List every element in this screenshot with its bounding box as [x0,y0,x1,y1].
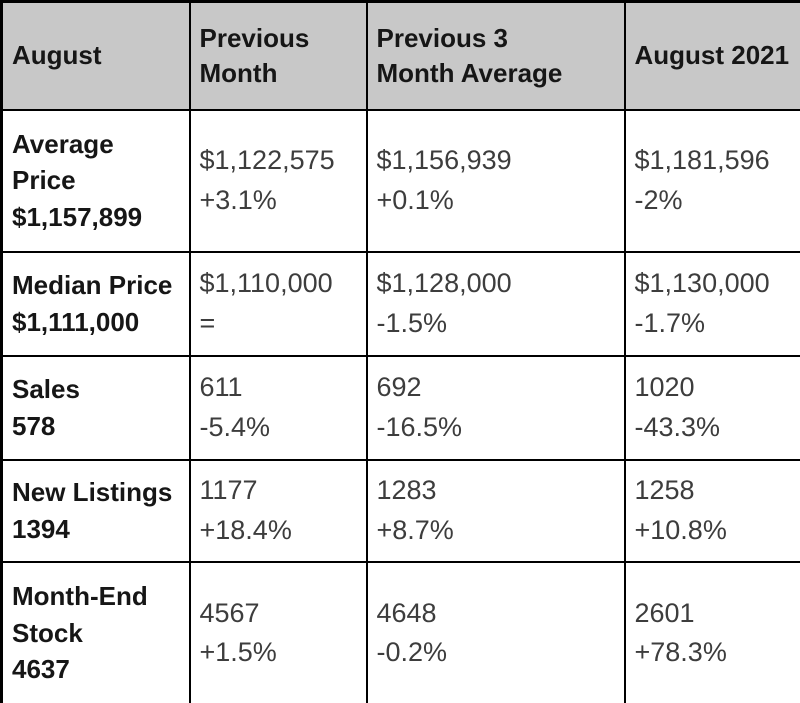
table-row-median-price: Median Price $1,111,000 $1,110,000 = $1,… [0,250,800,357]
row-label-new-listings: New Listings 1394 [0,458,191,563]
cell-sales-previous-month: 611 -5.4% [188,354,368,461]
row-label-sales: Sales 578 [0,354,191,461]
cell-new-listings-august-2021: 1258 +10.8% [623,458,800,563]
cell-average-price-previous-month: $1,122,575 +3.1% [188,108,368,253]
header-cell-previous-3-month-average: Previous 3 Month Average [365,0,626,111]
cell-change: = [199,307,216,338]
cell-change: -1.7% [634,307,706,338]
metric-name: New Listings [12,477,173,508]
metric-current-value: $1,111,000 [12,306,140,337]
cell-month-end-stock-previous-month: 4567 +1.5% [188,560,368,703]
cell-median-price-previous-month: $1,110,000 = [188,250,368,357]
metric-name: Average Price [12,128,114,196]
cell-change: +8.7% [376,514,454,545]
cell-new-listings-3-month-avg: 1283 +8.7% [365,458,626,563]
metric-name: Sales [12,374,80,405]
cell-value: 611 [199,372,243,403]
cell-value: 4567 [199,597,260,628]
table-row-sales: Sales 578 611 -5.4% 692 -16.5% 1020 -43.… [0,354,800,461]
header-row: August Previous Month Previous 3 Month A… [0,0,800,111]
cell-value: $1,122,575 [199,145,335,176]
cell-sales-3-month-avg: 692 -16.5% [365,354,626,461]
metric-current-value: 1394 [12,513,70,544]
cell-value: $1,130,000 [634,268,770,299]
cell-change: -1.5% [376,307,448,338]
cell-new-listings-previous-month: 1177 +18.4% [188,458,368,563]
cell-average-price-august-2021: $1,181,596 -2% [623,108,800,253]
cell-change: +10.8% [634,514,727,545]
cell-average-price-3-month-avg: $1,156,939 +0.1% [365,108,626,253]
metric-name: Month-End Stock [12,581,148,648]
cell-value: $1,110,000 [199,268,333,299]
cell-value: 1258 [634,475,695,506]
cell-change: -5.4% [199,411,271,442]
cell-value: $1,181,596 [634,145,770,176]
cell-change: +3.1% [199,184,277,215]
cell-change: -43.3% [634,411,721,442]
cell-value: 1283 [376,475,437,506]
cell-change: -16.5% [376,411,463,442]
cell-value: 692 [376,372,422,403]
cell-median-price-3-month-avg: $1,128,000 -1.5% [365,250,626,357]
cell-value: 2601 [634,597,695,628]
cell-month-end-stock-3-month-avg: 4648 -0.2% [365,560,626,703]
header-cell-august-2021: August 2021 [623,0,800,111]
cell-value: $1,156,939 [376,145,512,176]
header-cell-month: August [0,0,191,111]
cell-value: 4648 [376,597,437,628]
metric-name: Median Price [12,270,173,301]
cell-sales-august-2021: 1020 -43.3% [623,354,800,461]
metric-current-value: $1,157,899 [12,201,143,232]
metric-current-value: 4637 [12,653,70,684]
cell-change: +18.4% [199,514,292,545]
header-cell-previous-month: Previous Month [188,0,368,111]
cell-month-end-stock-august-2021: 2601 +78.3% [623,560,800,703]
cell-median-price-august-2021: $1,130,000 -1.7% [623,250,800,357]
table-row-month-end-stock: Month-End Stock 4637 4567 +1.5% 4648 -0.… [0,560,800,703]
row-label-month-end-stock: Month-End Stock 4637 [0,560,191,703]
cell-change: +78.3% [634,636,727,667]
cell-change: -0.2% [376,636,448,667]
cell-value: $1,128,000 [376,268,512,299]
row-label-average-price: Average Price $1,157,899 [0,108,191,253]
table-row-new-listings: New Listings 1394 1177 +18.4% 1283 +8.7%… [0,458,800,563]
metric-current-value: 578 [12,410,56,441]
row-label-median-price: Median Price $1,111,000 [0,250,191,357]
cell-value: 1177 [199,475,258,506]
table-row-average-price: Average Price $1,157,899 $1,122,575 +3.1… [0,108,800,253]
cell-value: 1020 [634,372,695,403]
cell-change: +0.1% [376,184,454,215]
cell-change: +1.5% [199,636,277,667]
cell-change: -2% [634,184,683,215]
